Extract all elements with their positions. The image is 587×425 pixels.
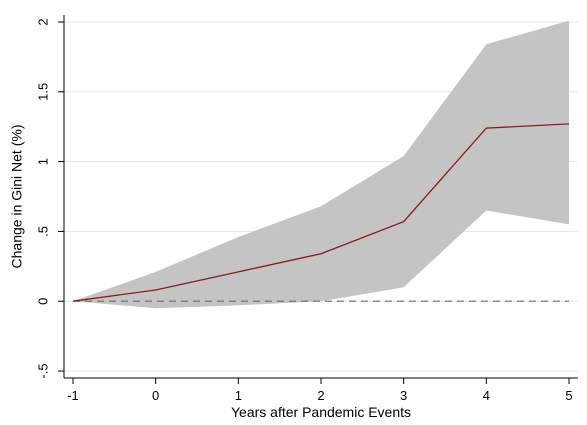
x-tick-label: 5 [565, 388, 572, 403]
x-tick-label: 1 [235, 388, 242, 403]
estimate-line [72, 123, 570, 302]
y-tick-label: 0 [35, 298, 50, 305]
x-tick-label: 3 [400, 388, 407, 403]
y-tick-label: -.5 [35, 363, 50, 378]
y-tick-label: 1 [35, 158, 50, 165]
y-axis-ticks: -.5 0 .5 1 1.5 2 [35, 18, 64, 379]
y-axis-label: Change in Gini Net (%) [9, 125, 25, 269]
series-line-layer [72, 123, 570, 302]
x-tick-label: 4 [483, 388, 490, 403]
x-tick-label: -1 [67, 388, 79, 403]
x-tick-label: 0 [152, 388, 159, 403]
y-tick-label: .5 [35, 226, 50, 237]
x-tick-label: 2 [317, 388, 324, 403]
confidence-band [73, 20, 569, 309]
x-axis-label: Years after Pandemic Events [231, 404, 411, 420]
y-tick-label: 1.5 [35, 83, 50, 101]
y-tick-label: 2 [35, 18, 50, 25]
x-axis-ticks: -1 0 1 2 3 4 5 [67, 378, 573, 403]
confidence-band-layer [73, 20, 569, 309]
